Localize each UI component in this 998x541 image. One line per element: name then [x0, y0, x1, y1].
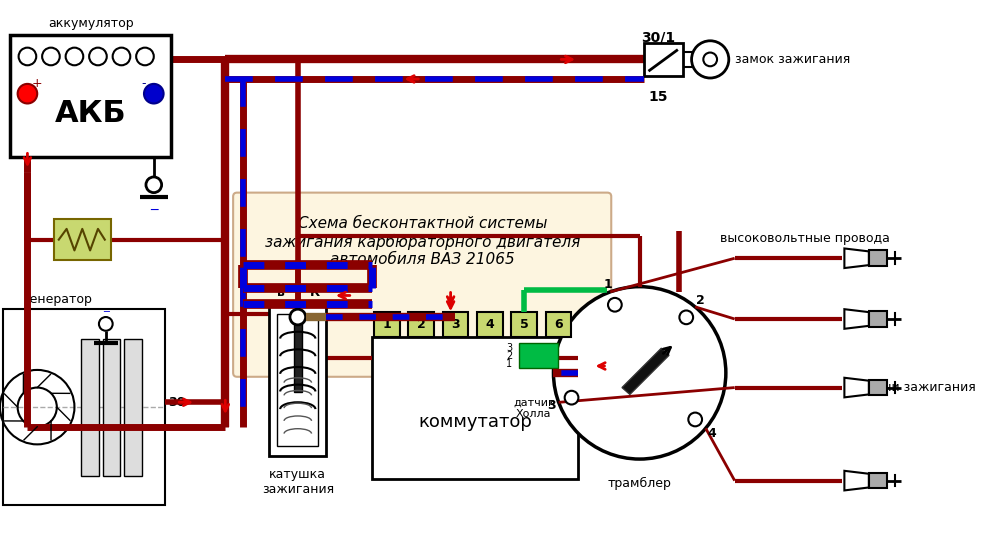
Bar: [277, 314, 318, 446]
Text: 1: 1: [603, 278, 612, 291]
Circle shape: [290, 309, 305, 325]
Text: в: в: [277, 286, 285, 300]
Circle shape: [565, 391, 579, 405]
Text: ─: ─: [103, 307, 109, 317]
FancyBboxPatch shape: [234, 193, 611, 377]
Bar: [125, 339, 142, 476]
Text: катушка
зажигания: катушка зажигания: [261, 468, 334, 496]
Circle shape: [554, 287, 726, 459]
Text: 3: 3: [506, 344, 512, 353]
Bar: [103, 339, 121, 476]
Text: датчик
Холла: датчик Холла: [513, 397, 555, 419]
Bar: [54, 219, 111, 260]
Text: К: К: [309, 286, 319, 300]
Circle shape: [18, 84, 37, 103]
Bar: [408, 312, 434, 337]
Text: свечи зажигания: свечи зажигания: [862, 381, 976, 394]
Text: 5: 5: [520, 318, 529, 332]
Bar: [644, 43, 683, 76]
Circle shape: [689, 413, 702, 426]
Text: 2: 2: [417, 318, 425, 332]
Bar: [869, 311, 886, 327]
Text: трамблер: трамблер: [608, 477, 672, 490]
Bar: [374, 312, 399, 337]
Bar: [511, 312, 537, 337]
Text: 15: 15: [649, 90, 668, 104]
Text: замок зажигания: замок зажигания: [735, 53, 850, 66]
Text: 30: 30: [169, 396, 186, 409]
Polygon shape: [844, 248, 869, 268]
Bar: [869, 380, 886, 395]
Bar: [546, 312, 571, 337]
Text: 4: 4: [485, 318, 494, 332]
Text: Схема бесконтактной системы
зажигания карбюраторного двигателя
автомобиля ВАЗ 21: Схема бесконтактной системы зажигания ка…: [264, 216, 580, 267]
Bar: [443, 312, 468, 337]
Text: 2: 2: [696, 294, 705, 307]
Circle shape: [144, 84, 164, 103]
Circle shape: [680, 311, 693, 324]
Text: 30/1: 30/1: [641, 31, 676, 45]
Bar: [10, 35, 172, 157]
Text: 3: 3: [451, 318, 460, 332]
Polygon shape: [622, 348, 669, 394]
Bar: [269, 304, 326, 456]
Text: 1: 1: [382, 318, 391, 332]
Bar: [293, 319, 301, 392]
Bar: [81, 339, 99, 476]
Text: -: -: [142, 77, 147, 90]
Bar: [372, 337, 578, 479]
Text: коммутатор: коммутатор: [418, 413, 532, 431]
Text: 1: 1: [506, 359, 512, 369]
Polygon shape: [844, 378, 869, 397]
Text: +: +: [32, 77, 43, 90]
Text: генератор: генератор: [24, 293, 93, 306]
Circle shape: [608, 298, 622, 312]
Text: 2: 2: [506, 351, 513, 361]
Bar: [3, 309, 165, 505]
Text: аккумулятор: аккумулятор: [48, 17, 134, 30]
Polygon shape: [844, 471, 869, 490]
Bar: [869, 473, 886, 489]
Text: ─: ─: [150, 204, 158, 217]
Text: 3: 3: [547, 399, 556, 412]
Text: высоковольтные провода: высоковольтные провода: [720, 232, 890, 245]
Text: 4: 4: [708, 427, 717, 440]
Text: АКБ: АКБ: [55, 99, 127, 128]
Text: 6: 6: [554, 318, 563, 332]
Bar: [519, 344, 558, 368]
Bar: [477, 312, 503, 337]
Bar: [869, 250, 886, 266]
Polygon shape: [844, 309, 869, 329]
